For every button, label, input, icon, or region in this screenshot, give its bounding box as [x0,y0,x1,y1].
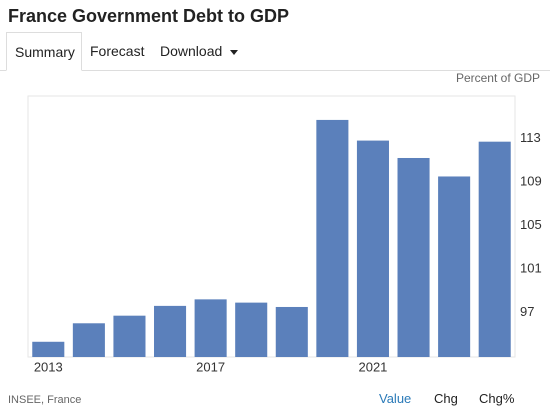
bar [194,299,227,357]
page-title: France Government Debt to GDP [8,6,290,26]
tab[interactable]: Summary [6,32,82,71]
x-tick-label: 2017 [196,359,225,374]
bar [478,141,511,357]
toggle-button[interactable]: Value [379,391,412,406]
bar [438,176,471,357]
x-tick-label: 2013 [34,359,63,374]
tab-bar: Summary Forecast Download [0,32,550,71]
bar [397,157,430,357]
y-tick-label: 109 [520,173,542,188]
y-tick-label: 113 [520,130,541,145]
bar [32,341,65,357]
bar [113,315,146,357]
tab[interactable]: Download [152,32,246,70]
plot-border [27,95,516,358]
bar [154,305,187,357]
tab-label[interactable]: Download [160,43,223,59]
y-tick-label: 105 [520,217,542,232]
axis-label: Percent of GDP [456,71,540,85]
bar [316,119,349,357]
bar [235,302,268,357]
tab[interactable]: Forecast [90,43,145,59]
dropdown-caret [230,49,239,55]
y-tick-label: 101 [520,260,542,275]
bar [72,323,105,357]
bar [356,140,389,357]
x-tick-label: 2021 [358,359,387,374]
bar [275,306,308,357]
source: INSEE, France [8,394,82,406]
toggle-button[interactable]: Chg% [479,391,515,406]
toggle-button[interactable]: Chg [434,391,458,406]
y-tick-label: 97 [520,304,534,319]
